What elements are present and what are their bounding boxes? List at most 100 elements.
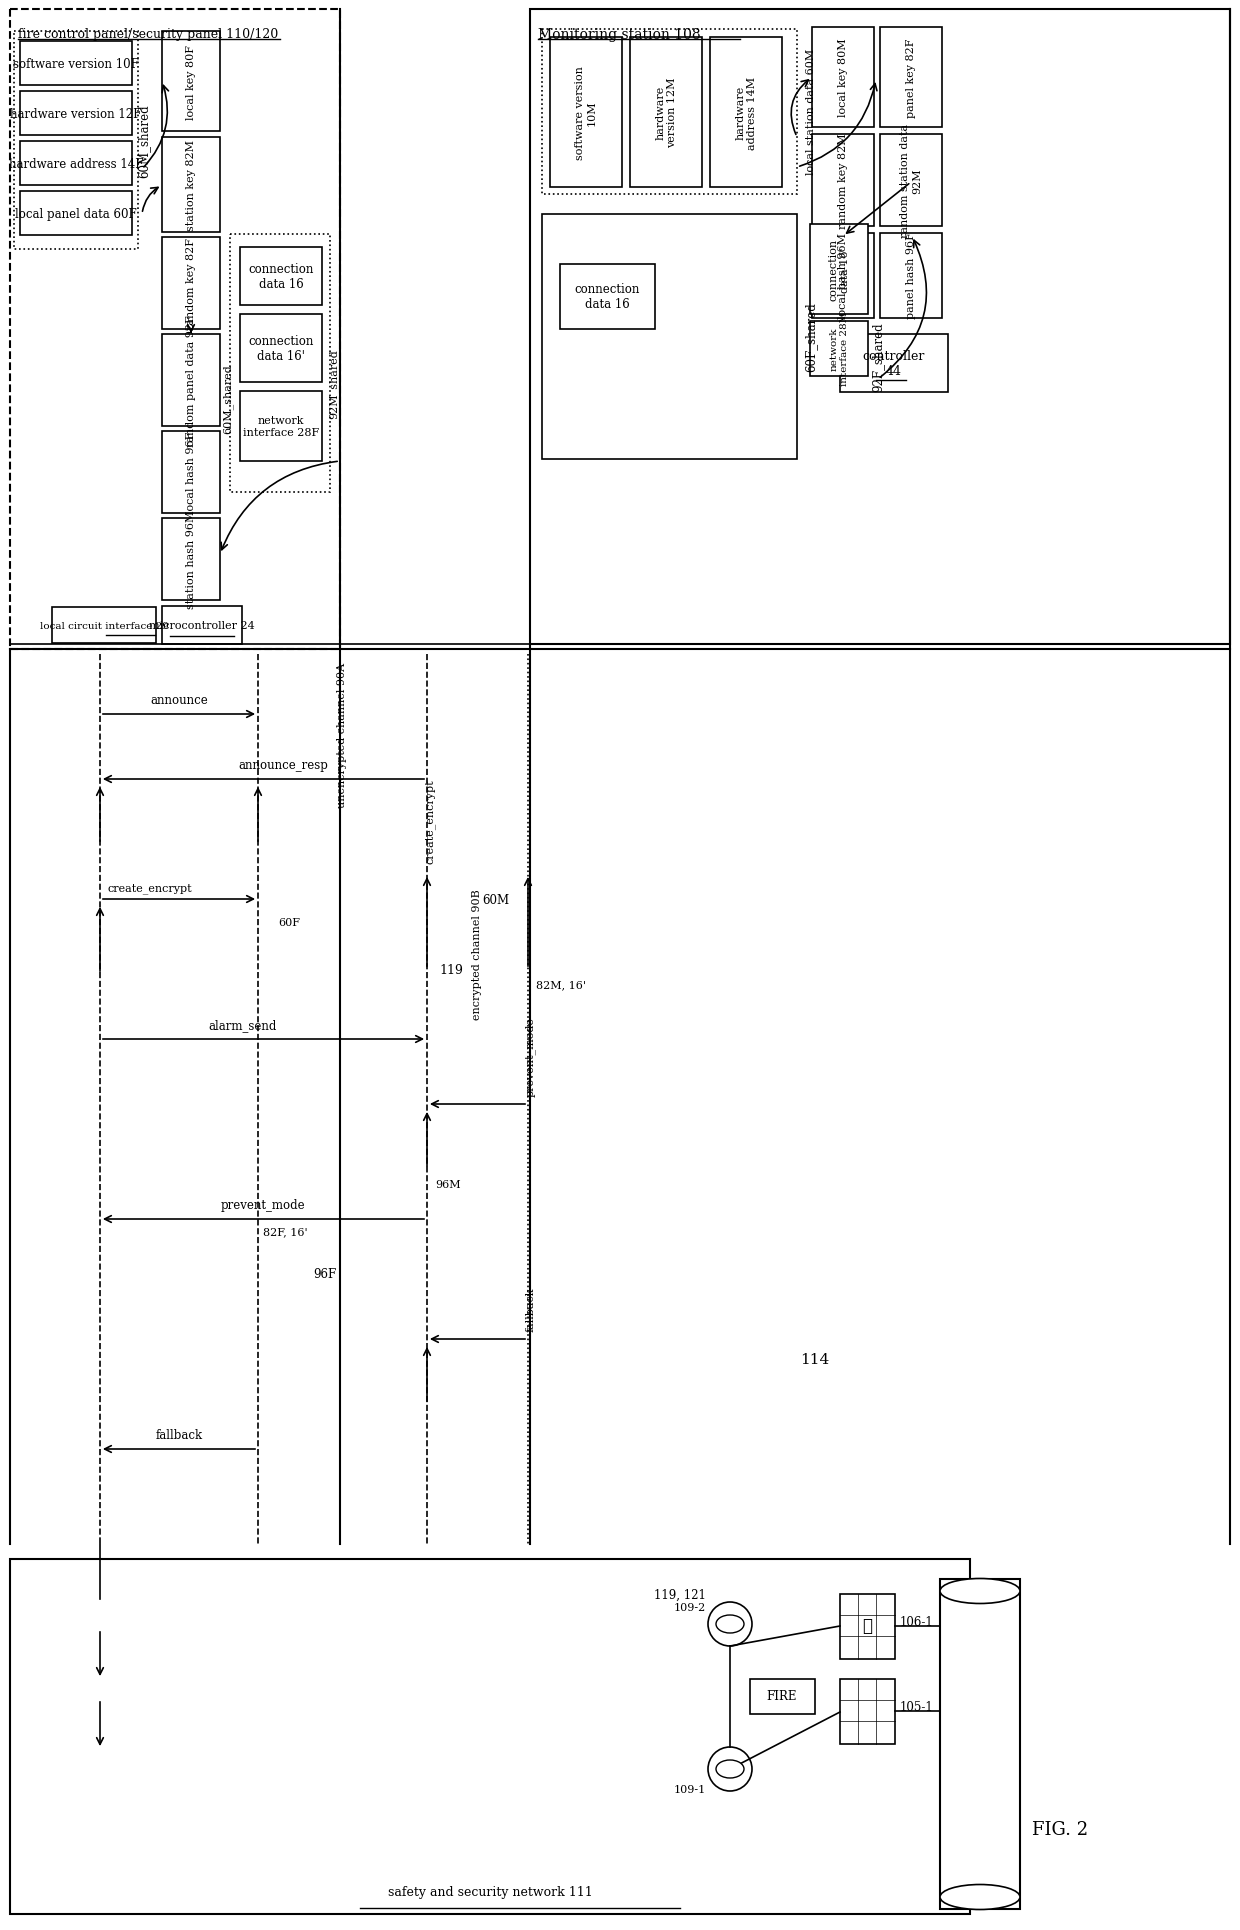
Bar [162,33,219,131]
Ellipse shape [715,1760,744,1778]
Text: local hash 96M: local hash 96M [838,234,848,318]
Bar [880,29,942,127]
Text: 60F_shared: 60F_shared [805,301,817,372]
Text: station key 82M: station key 82M [186,139,196,230]
Text: hardware
address 14M: hardware address 14M [735,77,756,149]
Text: fallback: fallback [155,1428,202,1442]
Bar [10,10,340,650]
Bar [812,29,874,127]
Text: safety and security network 111: safety and security network 111 [388,1886,593,1897]
Text: 60M: 60M [482,894,510,905]
Bar [560,264,655,330]
Bar [630,39,702,187]
Text: hardware address 14F: hardware address 14F [9,158,144,170]
Text: 109-2: 109-2 [673,1602,706,1612]
Text: 114: 114 [800,1353,830,1366]
Text: announce_resp: announce_resp [238,758,327,772]
Text: local circuit interface 29: local circuit interface 29 [40,621,169,631]
Text: 119: 119 [439,963,463,977]
Text: local station data 60M: local station data 60M [806,48,816,176]
Text: connection
data 16': connection data 16' [248,334,314,363]
Bar [20,143,131,185]
Text: Monitoring station 108: Monitoring station 108 [538,29,701,42]
Text: 60M_shared: 60M_shared [223,365,233,434]
Bar [162,606,242,645]
Bar [162,237,219,330]
Bar [529,10,1230,645]
Text: software version
10M: software version 10M [575,66,596,160]
Text: connection
data 16': connection data 16' [828,239,849,301]
Text: FIG. 2: FIG. 2 [1032,1820,1087,1837]
Ellipse shape [715,1615,744,1633]
Text: 96F: 96F [312,1268,336,1282]
Text: software version 10F: software version 10F [14,58,139,71]
Text: hardware
version 12M: hardware version 12M [655,77,677,149]
Text: random key 82F: random key 82F [186,237,196,330]
Bar [241,247,322,305]
Text: panel hash 96F: panel hash 96F [906,232,916,318]
Text: 92M_shared: 92M_shared [329,349,340,419]
Text: 60F: 60F [278,917,300,928]
Text: station hash 96M: station hash 96M [186,511,196,608]
Text: random key 82M: random key 82M [838,133,848,228]
Bar [711,39,782,187]
Text: hardware version 12F: hardware version 12F [10,108,141,120]
Bar [839,1594,895,1660]
Bar [542,31,797,195]
Bar [20,93,131,135]
Text: prevent_mode: prevent_mode [526,1017,536,1096]
Text: 82F, 16': 82F, 16' [263,1226,308,1237]
Text: microcontroller 24: microcontroller 24 [149,621,255,631]
Text: FIRE: FIRE [766,1689,797,1702]
Circle shape [708,1747,751,1791]
Bar [162,519,219,600]
Bar [812,234,874,318]
Text: connection
data 16: connection data 16 [574,284,640,311]
Bar [551,39,622,187]
Bar [810,322,868,376]
Text: network
interface 28M: network interface 28M [830,313,848,386]
Text: 60M_shared: 60M_shared [138,104,150,178]
Bar [880,234,942,318]
Bar [20,191,131,235]
Bar [880,135,942,228]
Text: panel key 82F: panel key 82F [906,39,916,118]
Text: unencrypted channel 90A: unencrypted channel 90A [337,662,347,807]
Text: encrypted channel 90B: encrypted channel 90B [472,890,482,1019]
Text: ✦: ✦ [862,1617,872,1635]
Text: fire control panel/security panel 110/120: fire control panel/security panel 110/12… [19,29,278,41]
Bar [20,42,131,87]
Text: 92F_shared: 92F_shared [872,322,884,392]
Text: alarm_send: alarm_send [208,1019,278,1031]
Bar [839,334,949,394]
Text: network
interface 28F: network interface 28F [243,417,319,438]
Bar [241,392,322,461]
Bar [229,235,330,492]
Text: 106-1: 106-1 [900,1615,934,1629]
Text: create_encrypt: create_encrypt [424,780,435,863]
Text: random station data
92M: random station data 92M [900,124,921,237]
Bar [810,226,868,315]
Text: local key 80F: local key 80F [186,44,196,120]
Text: 96M: 96M [435,1179,460,1189]
Text: local panel data 60F: local panel data 60F [15,207,136,220]
Text: local key 80M: local key 80M [838,39,848,118]
Bar [839,1679,895,1745]
Text: 109-1: 109-1 [673,1783,706,1795]
Text: 82M, 16': 82M, 16' [536,980,587,990]
Text: 105-1: 105-1 [900,1700,934,1714]
Bar [162,334,219,427]
Bar [52,608,156,645]
Bar [542,214,797,459]
Text: fallback: fallback [526,1287,536,1332]
Bar [812,135,874,228]
Bar [750,1679,815,1714]
Text: create_encrypt: create_encrypt [108,882,192,894]
Text: 119, 121: 119, 121 [653,1588,706,1600]
Ellipse shape [940,1884,1021,1909]
Text: controller
44: controller 44 [863,349,925,378]
Text: connection
data 16: connection data 16 [248,262,314,291]
Bar [241,315,322,382]
Bar [162,137,219,234]
Text: random panel data 92F: random panel data 92F [186,315,196,446]
